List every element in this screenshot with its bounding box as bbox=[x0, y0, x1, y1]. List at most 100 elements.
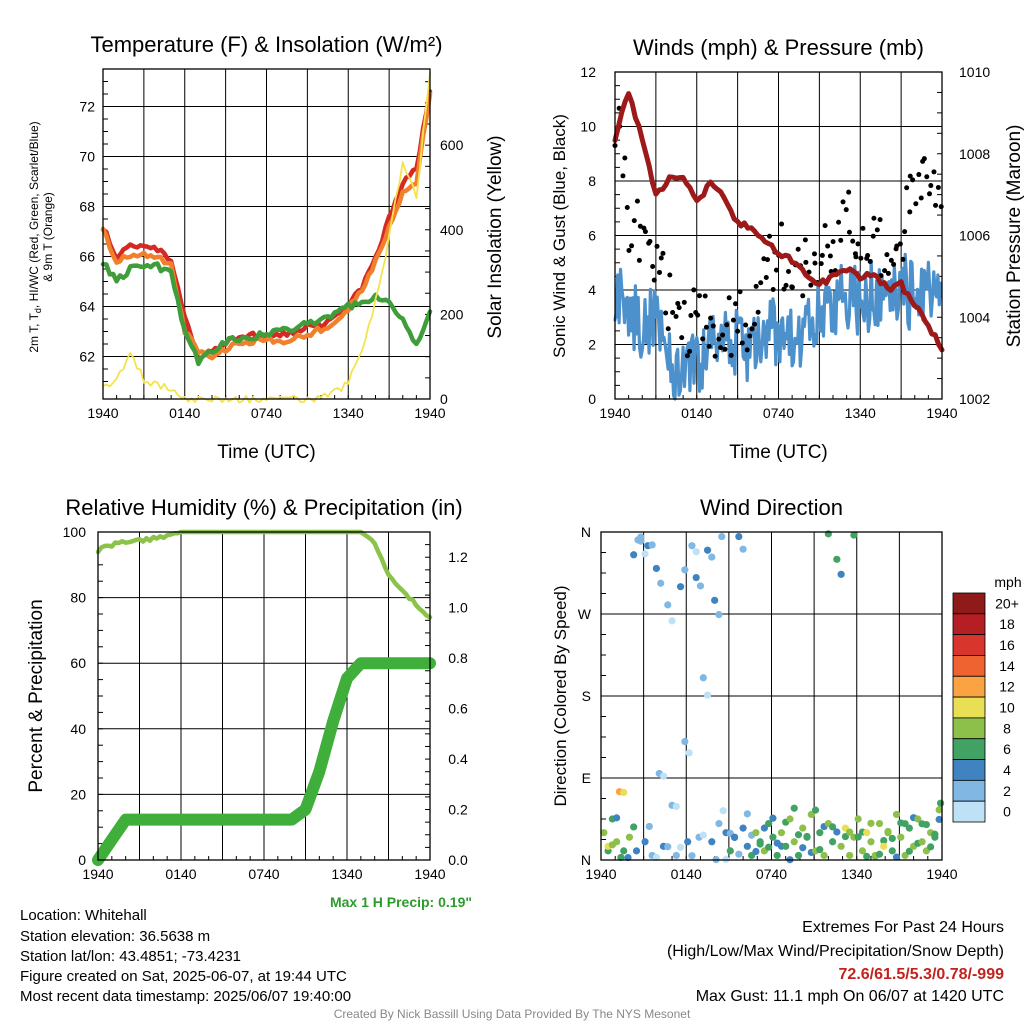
y2-tick-label: 1.2 bbox=[448, 549, 468, 565]
direction-point bbox=[833, 828, 841, 836]
direction-point bbox=[794, 831, 803, 839]
colorbar-label: 16 bbox=[999, 637, 1015, 653]
direction-point bbox=[676, 583, 685, 591]
colorbar-label: 14 bbox=[999, 658, 1015, 674]
y-tick-label: 6 bbox=[588, 228, 596, 244]
plot-border bbox=[102, 68, 431, 400]
direction-point bbox=[786, 815, 794, 823]
direction-point bbox=[884, 829, 892, 837]
gust-point bbox=[918, 195, 924, 201]
x-tick-label: 1940 bbox=[926, 405, 957, 421]
direction-point bbox=[828, 838, 837, 846]
direction-point bbox=[719, 807, 727, 815]
gust-point bbox=[656, 269, 662, 275]
gust-point bbox=[696, 293, 702, 299]
direction-point bbox=[922, 820, 930, 829]
gust-point bbox=[811, 251, 817, 257]
x-tick-label: 1940 bbox=[926, 866, 957, 882]
gust-point bbox=[846, 189, 852, 195]
gust-point bbox=[695, 312, 701, 318]
direction-point bbox=[641, 550, 649, 558]
y2-tick-label: 1.0 bbox=[448, 600, 468, 616]
direction-point bbox=[867, 838, 875, 846]
direction-point bbox=[756, 838, 764, 846]
direction-point bbox=[905, 847, 913, 855]
gust-point bbox=[665, 326, 671, 332]
x-tick-label: 1340 bbox=[331, 866, 362, 882]
precip-line bbox=[92, 657, 436, 866]
colorbar-swatch bbox=[952, 613, 986, 636]
colorbar-label: 10 bbox=[999, 700, 1015, 716]
gust-point bbox=[933, 202, 939, 208]
chart-title: Winds (mph) & Pressure (mb) bbox=[633, 35, 924, 60]
direction-point bbox=[688, 852, 696, 860]
latlon-text: Station lat/lon: 43.4851; -73.4231 bbox=[20, 948, 242, 965]
y2-tick-label: 0.0 bbox=[448, 852, 468, 868]
direction-point bbox=[718, 532, 726, 541]
direction-point bbox=[811, 806, 820, 814]
gust-point bbox=[724, 322, 730, 328]
series-line bbox=[100, 261, 433, 367]
gust-point bbox=[620, 173, 626, 179]
x-tick-label: 0740 bbox=[251, 405, 282, 421]
x-tick-label: 1340 bbox=[841, 866, 872, 882]
colorbar-label: 0 bbox=[1003, 804, 1011, 820]
direction-point bbox=[743, 810, 751, 818]
gust-point bbox=[691, 287, 697, 293]
y-tick-label: 8 bbox=[588, 173, 596, 189]
direction-point bbox=[931, 833, 939, 841]
direction-point bbox=[681, 566, 689, 574]
gust-point bbox=[688, 313, 694, 319]
gust-point bbox=[850, 238, 856, 244]
direction-point bbox=[816, 829, 824, 837]
gust-point bbox=[926, 191, 932, 197]
gust-point bbox=[687, 348, 693, 354]
y2-tick-label: 1008 bbox=[959, 146, 990, 162]
direction-point bbox=[730, 833, 739, 841]
direction-point bbox=[888, 847, 896, 855]
gust-point bbox=[673, 314, 679, 320]
direction-point bbox=[799, 824, 807, 832]
gust-point bbox=[891, 261, 897, 267]
y2-tick-label: 0.2 bbox=[448, 802, 468, 818]
direction-point bbox=[816, 845, 824, 854]
direction-point bbox=[854, 815, 862, 823]
direction-point bbox=[936, 799, 945, 807]
gust-point bbox=[900, 256, 906, 262]
gust-point bbox=[913, 201, 919, 207]
gust-point bbox=[629, 243, 635, 249]
gust-point bbox=[779, 221, 785, 227]
colorbar-unit: mph bbox=[994, 574, 1021, 590]
direction-point bbox=[892, 853, 901, 861]
gust-point bbox=[753, 283, 759, 289]
gust-point bbox=[679, 335, 685, 341]
direction-point bbox=[790, 838, 798, 846]
direction-point bbox=[820, 851, 828, 860]
direction-point bbox=[685, 749, 693, 757]
gust-point bbox=[858, 255, 864, 261]
gust-point bbox=[827, 253, 833, 259]
gust-point bbox=[773, 267, 779, 273]
direction-point bbox=[688, 542, 696, 550]
gust-point bbox=[781, 286, 787, 292]
gust-point bbox=[902, 229, 908, 235]
direction-point bbox=[901, 820, 909, 828]
y-tick-label: 72 bbox=[79, 99, 95, 115]
direction-point bbox=[652, 853, 661, 862]
y-tick-label: N bbox=[581, 852, 591, 868]
direction-point bbox=[752, 829, 760, 837]
direction-point bbox=[696, 582, 705, 590]
gust-point bbox=[846, 229, 852, 235]
y-tick-label: 66 bbox=[79, 249, 95, 265]
colorbar-swatch bbox=[952, 592, 986, 615]
colorbar-label: 4 bbox=[1003, 762, 1011, 778]
direction-point bbox=[846, 851, 854, 860]
direction-point bbox=[681, 737, 689, 746]
colorbar-swatch bbox=[952, 655, 986, 677]
direction-point bbox=[708, 553, 716, 561]
direction-point bbox=[892, 810, 901, 819]
gust-point bbox=[885, 270, 891, 276]
chart-title: Wind Direction bbox=[700, 495, 843, 520]
y2-tick-label: 200 bbox=[440, 306, 464, 322]
